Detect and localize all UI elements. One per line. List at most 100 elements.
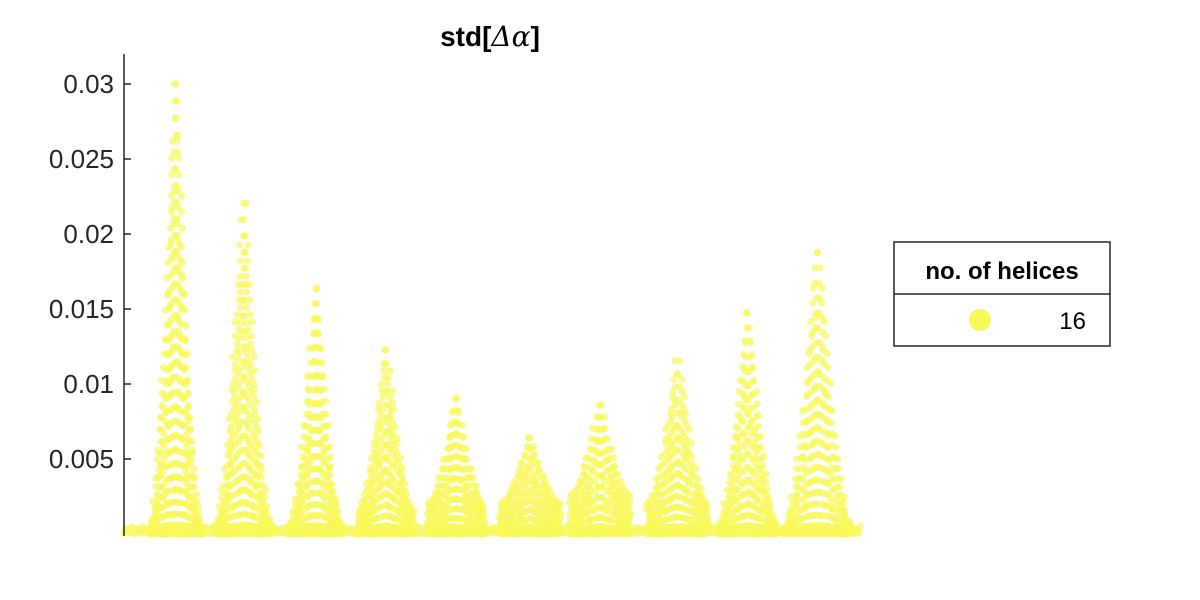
- data-point: [825, 480, 833, 488]
- chart-title: std[Δα]: [440, 20, 540, 53]
- data-point: [263, 503, 271, 511]
- data-point: [184, 376, 192, 385]
- data-point: [171, 114, 179, 122]
- data-point: [324, 421, 333, 429]
- data-point: [389, 417, 397, 425]
- data-point: [748, 363, 756, 371]
- data-point: [190, 465, 198, 473]
- data-point: [856, 523, 865, 531]
- data-point: [383, 388, 391, 396]
- data-point: [303, 447, 312, 455]
- data-point: [328, 480, 336, 488]
- data-point: [459, 421, 467, 429]
- data-point: [326, 443, 334, 451]
- data-point: [160, 455, 169, 463]
- data-point: [831, 432, 839, 440]
- data-point: [329, 487, 337, 495]
- data-point: [669, 413, 677, 421]
- legend-marker: [969, 309, 991, 331]
- data-point: [168, 171, 176, 179]
- data-point: [174, 148, 182, 156]
- legend-entry-label: 16: [1059, 308, 1086, 335]
- data-point: [397, 454, 405, 462]
- data-point: [827, 379, 835, 387]
- data-point: [180, 291, 188, 299]
- data-point: [240, 296, 248, 304]
- data-point: [840, 493, 848, 501]
- data-point: [763, 486, 771, 494]
- data-point: [382, 360, 390, 368]
- data-point: [744, 450, 753, 458]
- data-point: [745, 410, 753, 418]
- data-point: [389, 399, 397, 407]
- data-point: [760, 452, 768, 460]
- data-point: [597, 401, 605, 409]
- data-point: [768, 510, 776, 518]
- data-point: [814, 324, 822, 332]
- data-point: [315, 330, 323, 338]
- data-point: [603, 435, 611, 443]
- data-point: [692, 465, 700, 473]
- data-point: [526, 434, 534, 442]
- data-point: [373, 429, 381, 437]
- data-point: [688, 453, 696, 461]
- data-point: [734, 425, 742, 433]
- data-point: [326, 463, 334, 471]
- data-point: [322, 398, 330, 406]
- data-point: [379, 393, 387, 401]
- data-point: [178, 192, 186, 200]
- data-point: [250, 353, 258, 361]
- data-point: [746, 337, 754, 345]
- data-point: [190, 482, 198, 490]
- y-tick-label: 0.025: [49, 144, 114, 174]
- data-point: [680, 393, 689, 401]
- legend: no. of helices 16: [893, 241, 1111, 347]
- data-point: [824, 363, 832, 371]
- data-point: [171, 165, 179, 173]
- data-point: [257, 452, 265, 460]
- data-point: [254, 427, 263, 435]
- data-point: [172, 80, 180, 88]
- data-point: [178, 259, 186, 267]
- data-point: [248, 346, 256, 354]
- data-point: [168, 154, 176, 162]
- data-point: [234, 354, 242, 363]
- data-point: [745, 437, 753, 445]
- data-point: [386, 393, 394, 401]
- data-point: [251, 366, 259, 374]
- data-point: [398, 468, 406, 476]
- data-point: [233, 340, 241, 348]
- data-point: [318, 359, 326, 367]
- data-point: [754, 422, 762, 430]
- data-point: [748, 350, 756, 359]
- data-point: [188, 437, 196, 446]
- data-point: [799, 474, 808, 483]
- y-axis-ticks: 0.005 0.01 0.015 0.02 0.025 0.03: [49, 69, 131, 474]
- data-point: [231, 360, 239, 368]
- data-point: [626, 492, 634, 501]
- data-point: [459, 433, 467, 442]
- data-point: [377, 380, 385, 388]
- data-point: [236, 257, 244, 265]
- data-point: [313, 285, 321, 293]
- data-point: [454, 408, 462, 416]
- y-tick-label: 0.02: [63, 219, 114, 249]
- data-point: [240, 312, 248, 320]
- data-point: [244, 325, 252, 333]
- data-point: [160, 430, 168, 438]
- data-point: [744, 396, 752, 404]
- data-point: [175, 154, 183, 162]
- data-point: [182, 336, 190, 344]
- data-point: [378, 406, 387, 414]
- data-point: [627, 510, 635, 518]
- data-point: [236, 303, 245, 311]
- data-point: [753, 400, 761, 408]
- data-point: [193, 497, 201, 505]
- data-point: [188, 456, 196, 464]
- data-point: [694, 475, 702, 483]
- data-point: [175, 171, 183, 179]
- data-point: [757, 443, 765, 452]
- data-point: [837, 475, 845, 483]
- data-point: [739, 417, 747, 425]
- data-point: [536, 465, 544, 474]
